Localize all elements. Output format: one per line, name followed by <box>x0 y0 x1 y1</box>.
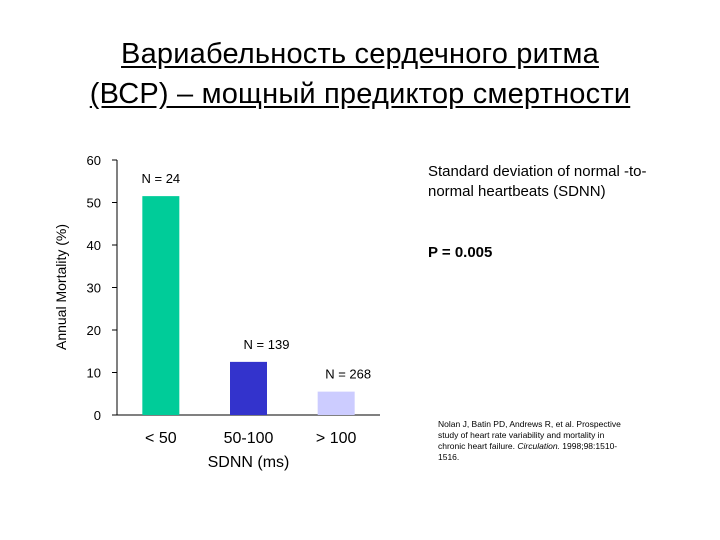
y-tick-label: 60 <box>87 153 101 168</box>
y-axis-label: Annual Mortality (%) <box>53 224 69 350</box>
y-tick-label: 20 <box>87 323 101 338</box>
sdnn-definition: Standard deviation of normal -to-normal … <box>428 163 647 200</box>
x-tick-label: 50-100 <box>224 430 274 447</box>
title-line-2: (ВСР) – мощный предиктор смертности <box>89 78 631 110</box>
bar <box>317 391 355 415</box>
bar-data-label: N = 24 <box>141 171 180 186</box>
bar <box>142 196 180 415</box>
bar-data-label: N = 268 <box>325 367 371 382</box>
y-tick-label: 30 <box>87 281 101 296</box>
y-tick-label: 40 <box>87 238 101 253</box>
citation-journal: Circulation. <box>517 441 560 451</box>
p-value: P = 0.005 <box>428 244 493 261</box>
y-tick-label: 0 <box>94 408 101 423</box>
bar <box>230 361 267 415</box>
chart-text: 0 10 20 30 40 50 60 Annual Mortality (%) N = 24 <… <box>53 153 371 471</box>
x-tick-label: < 50 <box>145 430 177 447</box>
y-tick-label: 10 <box>87 366 101 381</box>
bar-data-label: N = 139 <box>244 337 290 352</box>
y-tick-label: 50 <box>87 196 101 211</box>
citation: Nolan J, Batin PD, Andrews R, et al. Pro… <box>438 419 628 463</box>
citation-ref: 1998;98:1510-1516. <box>438 441 618 462</box>
x-tick-label: > 100 <box>316 430 357 447</box>
slide-title: Вариабельность сердечного ритма (ВСР) – … <box>20 34 700 114</box>
chart-bars <box>142 196 355 415</box>
citation-text: Nolan J, Batin PD, Andrews R, et al. Pro… <box>438 419 621 451</box>
x-axis-label: SDNN (ms) <box>208 454 290 471</box>
title-line-1: Вариабельность сердечного ритма <box>121 38 599 70</box>
